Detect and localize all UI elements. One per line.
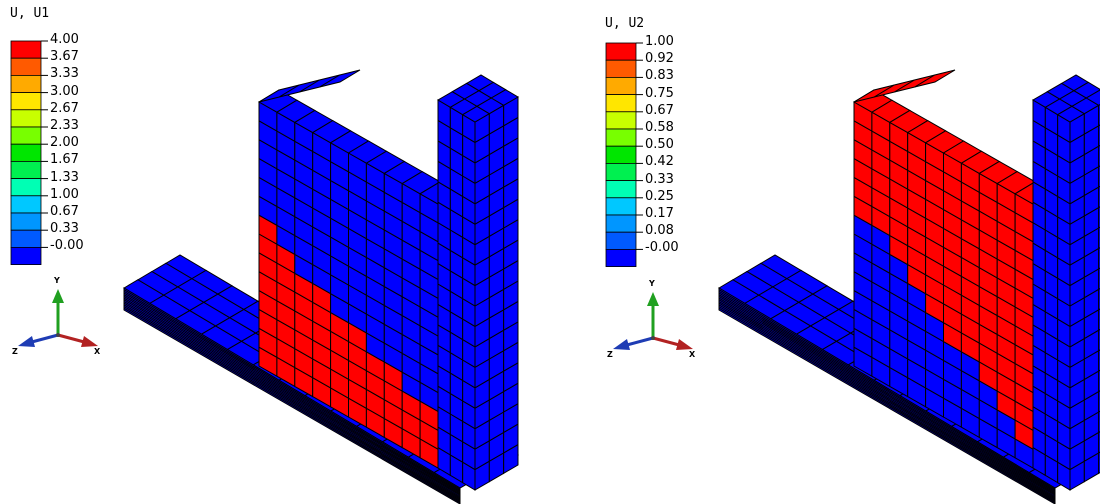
- legend-colorbar: [10, 40, 48, 265]
- legend-title: U, U2: [605, 16, 645, 31]
- legend-label: -0.00: [645, 240, 679, 256]
- legend-label: 3.33: [50, 66, 79, 82]
- axis-label-z: Z: [12, 347, 18, 356]
- axis-label-x: X: [94, 347, 101, 356]
- legend-label: 1.67: [50, 152, 79, 168]
- legend-label: -0.00: [50, 238, 84, 254]
- axis-origin: [651, 336, 655, 340]
- axis-x-arrow: [81, 336, 98, 347]
- axis-origin: [56, 333, 60, 337]
- axis-y-arrow: [52, 289, 64, 303]
- axis-triad: [18, 289, 98, 347]
- legend-label: 0.67: [50, 204, 79, 219]
- legend-label: 0.92: [645, 51, 674, 67]
- axis-triad: [613, 292, 693, 350]
- legend-label: 0.75: [645, 85, 674, 101]
- legend-label: 0.50: [645, 137, 674, 153]
- contour-panel-u1: U, U1 4.00 3.67 3.33 3.00 2.67 2.33 2.00 1.67 1.…: [10, 6, 519, 504]
- mesh-model: [123, 69, 519, 504]
- legend-label: 0.17: [645, 206, 674, 221]
- legend-label: 4.00: [50, 32, 79, 47]
- axis-z-arrow: [18, 336, 35, 347]
- mesh-model: [718, 69, 1100, 504]
- flange-top-cell: [1073, 81, 1100, 99]
- legend-label: 1.00: [645, 34, 674, 49]
- web-top-back-cell: [914, 69, 956, 88]
- web-top-back-cell: [319, 69, 361, 88]
- axis-label-z: Z: [607, 350, 613, 359]
- legend-label: 1.33: [50, 169, 79, 185]
- axis-z-arrow: [613, 339, 630, 350]
- legend-label: 1.00: [50, 186, 79, 202]
- legend-label: 3.00: [50, 83, 79, 99]
- legend-label: 0.08: [645, 223, 674, 239]
- legend-title: U, U1: [10, 6, 50, 21]
- legend-colorbar: [605, 42, 643, 267]
- legend-label: 2.00: [50, 135, 79, 151]
- slab-side-cell: [718, 307, 1056, 504]
- flange-top-cell: [490, 89, 519, 106]
- legend-label: 0.33: [645, 171, 674, 187]
- legend-label: 2.67: [50, 100, 79, 116]
- legend-label: 2.33: [50, 118, 79, 133]
- legend-label: 0.58: [645, 120, 674, 135]
- legend-label: 0.67: [645, 102, 674, 118]
- legend-swatch: [605, 248, 637, 267]
- axis-label-y: Y: [649, 279, 655, 288]
- contour-panel-u2: U, U2 1.00 0.92 0.83 0.75 0.67 0.58 0.50 0.42 0.…: [595, 0, 1100, 504]
- legend-label: 0.83: [645, 68, 674, 84]
- legend-label: 3.67: [50, 49, 79, 65]
- axis-y-arrow: [647, 292, 659, 306]
- legend-label: 0.42: [645, 154, 674, 170]
- legend-swatch: [10, 246, 42, 265]
- flange-top-cell: [1085, 89, 1100, 106]
- legend-label: 0.33: [50, 221, 79, 237]
- axis-label-x: X: [689, 350, 696, 359]
- axis-x-arrow: [676, 339, 693, 350]
- legend-label: 0.25: [645, 188, 674, 204]
- axis-label-y: Y: [54, 276, 60, 285]
- slab-side-cell: [123, 307, 461, 504]
